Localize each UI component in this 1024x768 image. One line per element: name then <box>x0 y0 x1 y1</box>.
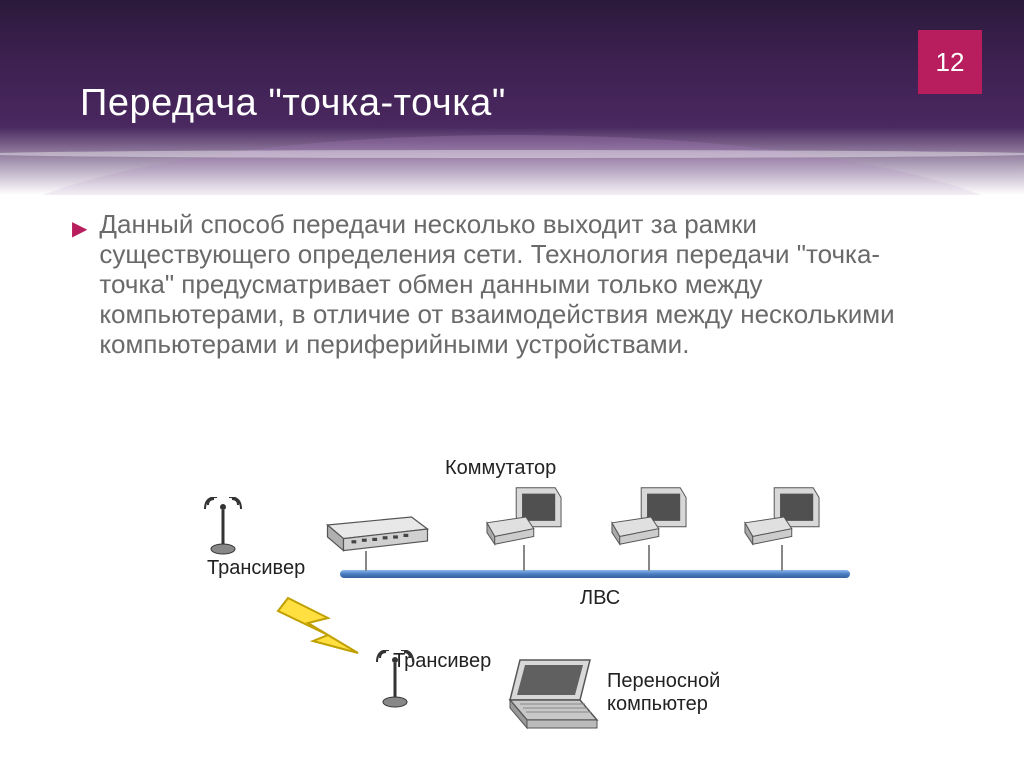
antenna-icon <box>375 650 415 710</box>
lightning-icon <box>273 593 373 673</box>
page-number-badge: 12 <box>918 30 982 94</box>
drop-line <box>523 545 525 571</box>
label-lan: ЛВС <box>580 587 620 610</box>
label-laptop: Переносной компьютер <box>607 670 720 716</box>
label-switch: Коммутатор <box>445 457 556 480</box>
drop-line <box>365 551 367 571</box>
body-paragraph: Данный способ передачи несколько выходит… <box>99 210 952 359</box>
slide-title: Передача "точка-точка" <box>80 82 506 125</box>
lan-bus <box>340 570 850 578</box>
bullet-icon: ▶ <box>72 216 87 359</box>
switch-icon <box>310 513 445 553</box>
pc-icon <box>610 485 688 547</box>
pc-icon <box>743 485 821 547</box>
slide-header: 12 Передача "точка-точка" <box>0 0 1024 195</box>
network-diagram: Коммутатор Трансивер ЛВС Трансивер Перен… <box>145 445 885 745</box>
label-transceiver-1: Трансивер <box>207 557 305 580</box>
drop-line <box>648 545 650 571</box>
antenna-icon <box>203 497 243 557</box>
laptop-icon <box>485 658 600 733</box>
drop-line <box>781 545 783 571</box>
slide-body: ▶ Данный способ передачи несколько выход… <box>72 210 952 359</box>
pc-icon <box>485 485 563 547</box>
